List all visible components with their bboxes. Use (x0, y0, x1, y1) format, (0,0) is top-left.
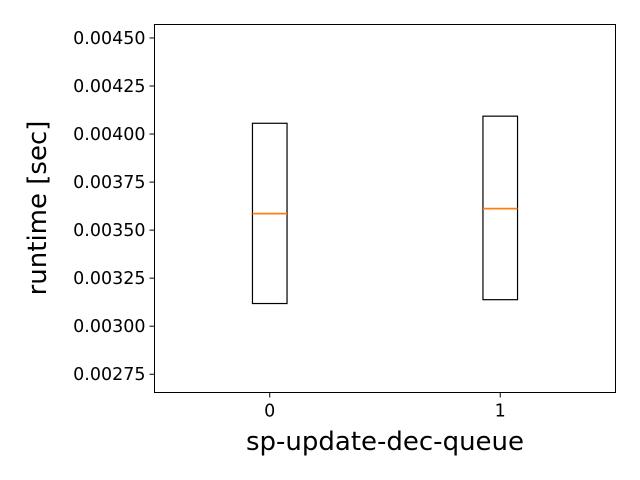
y-tick-label: 0.00375 (73, 173, 145, 193)
y-tick-label: 0.00400 (73, 125, 145, 145)
x-axis-label: sp-update-dec-queue (246, 427, 524, 457)
y-axis-label: runtime [sec] (23, 121, 53, 296)
boxes-layer (251, 115, 519, 305)
y-axis-ticks: 0.00275 0.00300 0.00325 0.00350 0.00375 0.004… (73, 29, 155, 385)
x-tick-label: 1 (495, 402, 506, 422)
plot-area-frame (154, 24, 616, 393)
y-tick-label: 0.00450 (73, 29, 145, 49)
x-tick-label: 0 (264, 402, 275, 422)
y-tick-label: 0.00425 (73, 77, 145, 97)
y-tick-label: 0.00275 (73, 365, 145, 385)
y-tick-label: 0.00300 (73, 317, 145, 337)
y-tick-label: 0.00350 (73, 221, 145, 241)
y-tick-label: 0.00325 (73, 269, 145, 289)
